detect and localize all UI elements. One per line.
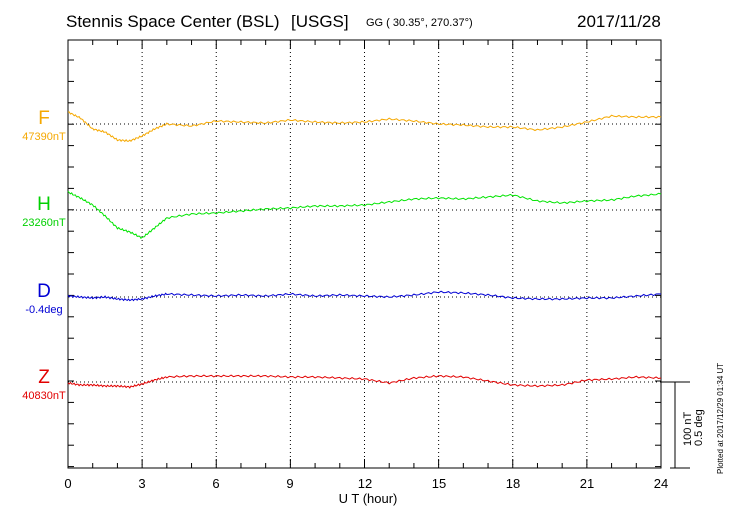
channel-d-baseline: -0.4deg: [25, 304, 63, 316]
channel-z-label: Z: [38, 367, 50, 388]
axis-ticks: [67, 40, 662, 468]
x-tick-label: 15: [431, 476, 447, 491]
x-tick-label: 24: [653, 476, 669, 491]
station-coordinates: GG ( 30.35°, 270.37°): [366, 17, 473, 29]
x-tick-label: 21: [579, 476, 595, 491]
channel-h-label: H: [37, 194, 51, 215]
x-tick-label: 9: [286, 476, 294, 491]
plot-date: 2017/11/28: [577, 12, 661, 31]
network-label: [USGS]: [291, 12, 349, 31]
x-tick-label: 3: [138, 476, 146, 491]
scale-bar: [661, 381, 690, 469]
channel-f-label: F: [38, 108, 50, 129]
scale-label-deg: 0.5 deg: [693, 409, 705, 446]
x-tick-label: 0: [64, 476, 72, 491]
x-axis-title: U T (hour): [338, 491, 398, 506]
grid: [141, 40, 588, 468]
x-tick-label: 18: [505, 476, 521, 491]
channel-h-baseline: 23260nT: [22, 217, 66, 229]
series-line-d: [67, 290, 662, 302]
series-lines: [67, 111, 662, 389]
station-title: Stennis Space Center (BSL): [66, 12, 280, 31]
plotted-timestamp: Plotted at 2017/12/29 01:34 UT: [716, 362, 725, 474]
series-line-z: [67, 374, 662, 389]
series-line-f: [67, 111, 662, 143]
channel-f-baseline: 47390nT: [22, 131, 66, 143]
x-tick-label: 12: [357, 476, 373, 491]
channel-d-label: D: [37, 281, 51, 302]
x-tick-label: 6: [212, 476, 220, 491]
baselines: [68, 123, 661, 383]
series-line-h: [67, 190, 662, 240]
channel-z-baseline: 40830nT: [22, 390, 66, 402]
